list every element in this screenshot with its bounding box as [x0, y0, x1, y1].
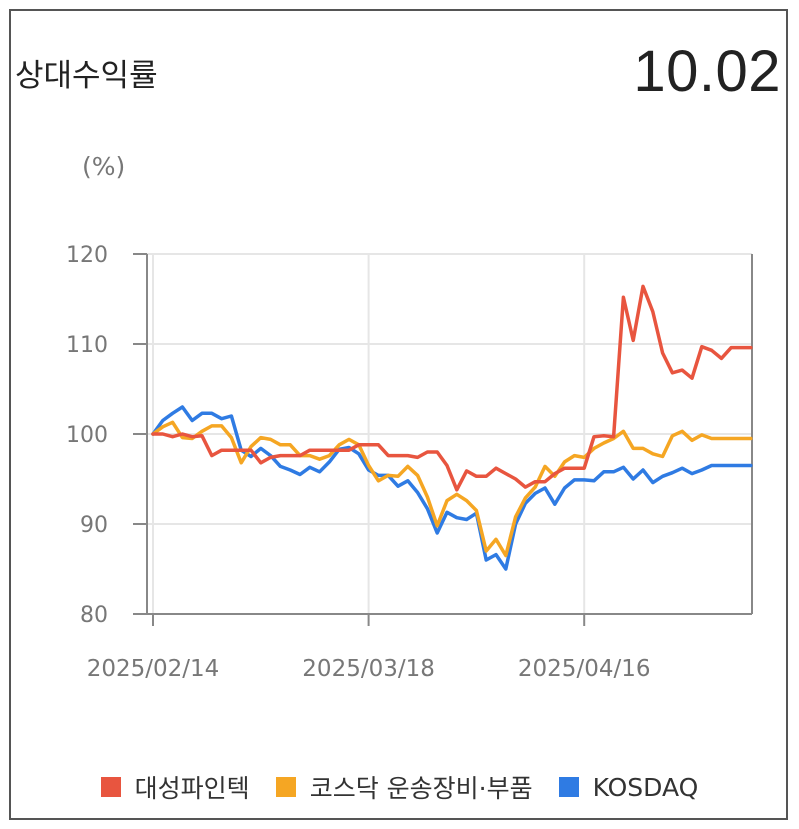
- y-tick-label-80: 80: [80, 603, 108, 628]
- y-tick-label-90: 90: [80, 513, 108, 538]
- x-tick-labels: 2025/02/14 2025/03/18 2025/04/16: [87, 656, 651, 682]
- chart-legend: 대성파인텍 코스닥 운송장비·부품 KOSDAQ: [0, 770, 799, 804]
- chart-frame: [9, 9, 788, 820]
- series-line-kosdaq-transport: [151, 420, 753, 558]
- y-tick-label-110: 110: [66, 333, 108, 358]
- legend-item-kosdaq: KOSDAQ: [558, 772, 699, 802]
- series-lines: [151, 284, 753, 571]
- legend-label-daesung: 대성파인텍: [134, 774, 250, 803]
- y-tick-label-120: 120: [66, 243, 108, 268]
- series-line-daesung: [151, 284, 753, 492]
- legend-item-kosdaq-transport: 코스닥 운송장비·부품: [275, 769, 533, 805]
- y-axis-unit-label: (%): [82, 152, 126, 181]
- y-tick-labels: 80 90 100 110 120: [66, 243, 108, 628]
- legend-label-kosdaq: KOSDAQ: [592, 772, 699, 802]
- x-tick-label-1: 2025/03/18: [302, 656, 435, 682]
- x-tick-label-0: 2025/02/14: [87, 656, 220, 682]
- legend-swatch-kosdaq-transport: [275, 777, 296, 797]
- legend-item-daesung: 대성파인텍: [100, 769, 250, 805]
- axes: [133, 253, 753, 626]
- grid-lines: [147, 253, 752, 614]
- series-line-kosdaq: [151, 405, 753, 571]
- y-tick-label-100: 100: [66, 423, 108, 448]
- legend-swatch-daesung: [100, 777, 121, 797]
- relative-return-value: 10.02: [633, 39, 781, 104]
- x-tick-label-2: 2025/04/16: [518, 656, 651, 682]
- legend-label-kosdaq-transport: 코스닥 운송장비·부품: [309, 774, 533, 803]
- legend-swatch-kosdaq: [558, 777, 579, 797]
- chart-title: 상대수익률: [15, 58, 158, 94]
